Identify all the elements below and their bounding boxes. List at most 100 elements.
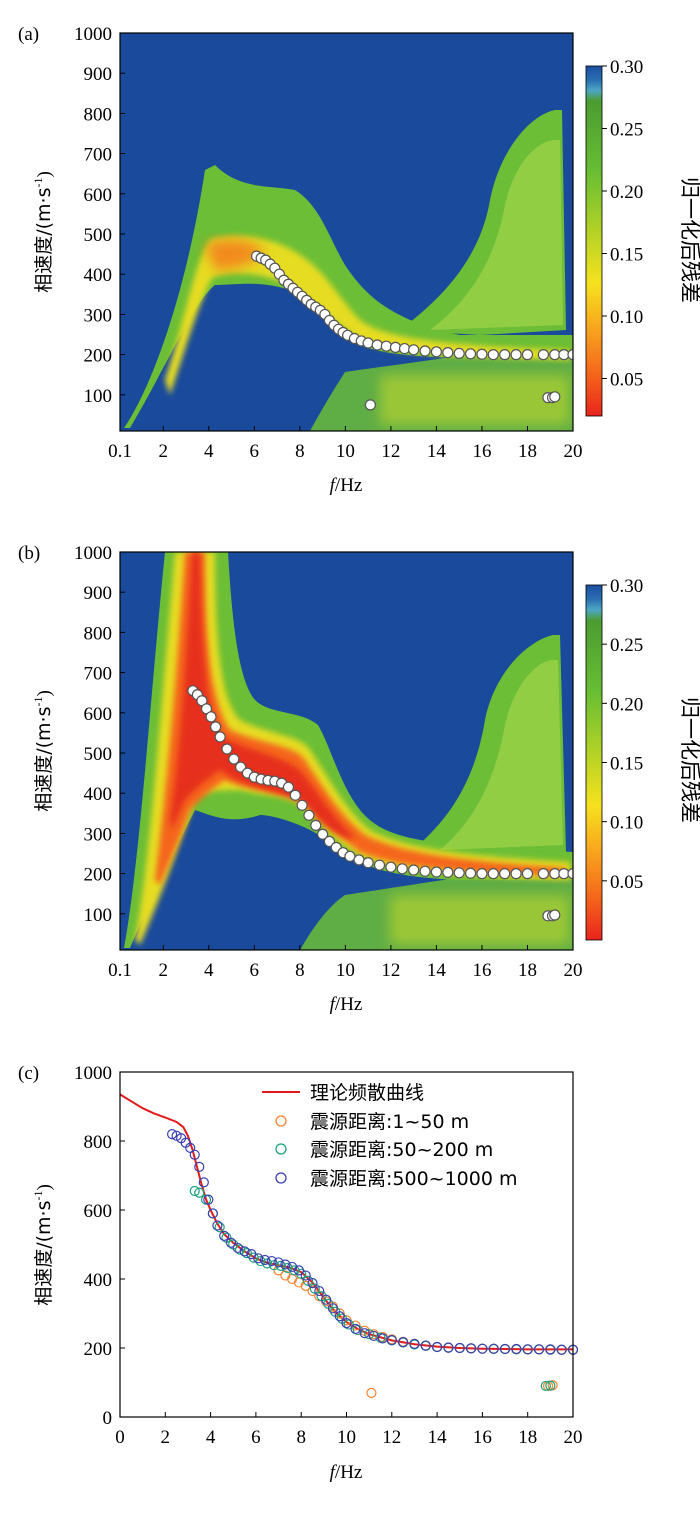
panel-a-colorbar	[585, 65, 603, 417]
data-point	[443, 1342, 454, 1353]
picked-point	[210, 721, 222, 733]
data-point	[341, 1318, 352, 1329]
panel-b-label: (b)	[18, 543, 40, 564]
y-tick-label: 300	[84, 824, 113, 845]
data-point	[432, 1341, 443, 1353]
data-point	[307, 1278, 318, 1289]
picked-point	[510, 349, 522, 361]
data-point	[300, 1270, 311, 1281]
picked-point	[289, 789, 301, 801]
panel-c-plot-background	[120, 1072, 573, 1417]
data-point	[239, 1246, 250, 1257]
picked-point	[430, 866, 443, 878]
picked-point	[521, 868, 534, 880]
picked-point	[549, 868, 561, 880]
legend-label-50-200: 震源距离:50~200 m	[310, 1139, 493, 1161]
panel-a-frame	[119, 32, 574, 432]
y-tick-label: 300	[84, 305, 113, 326]
data-point	[255, 1255, 266, 1267]
panel-a-ticks: 0.1 2 4 6 8 10 12 14 16 18 20 100 200 300 400 500 600 700…	[74, 24, 583, 462]
data-point	[321, 1294, 332, 1305]
colorbar-tick-label: 0.20	[610, 694, 643, 715]
picked-point	[398, 342, 411, 355]
data-point	[203, 1194, 214, 1205]
x-tick-label: 0.1	[108, 960, 132, 981]
panel-b-colorbar	[585, 584, 603, 941]
x-tick-label: 14	[428, 1427, 448, 1448]
outlier-point	[549, 391, 561, 403]
colorbar-tick-label: 0.30	[610, 576, 643, 597]
picked-point	[476, 868, 488, 880]
data-point	[545, 1380, 556, 1391]
picked-point	[499, 868, 511, 880]
x-tick-label: 6	[250, 960, 260, 981]
y-tick-label: 700	[84, 664, 113, 685]
picked-point	[510, 868, 522, 880]
x-tick-label: 12	[382, 1427, 401, 1448]
picked-point	[521, 349, 534, 361]
picked-point	[537, 868, 550, 880]
y-tick-label: 500	[84, 744, 113, 765]
picked-point	[205, 711, 217, 723]
picked-point	[419, 345, 431, 357]
data-point	[207, 1208, 218, 1219]
colorbar-tick-label: 0.10	[610, 307, 643, 328]
legend-label-500-1000: 震源距离:500~1000 m	[310, 1168, 518, 1190]
x-tick-label: 18	[518, 441, 537, 462]
data-point	[194, 1187, 205, 1198]
picked-point	[353, 854, 365, 866]
picked-point	[389, 341, 402, 353]
picked-point	[221, 743, 233, 755]
panel-b-upper-light-band	[440, 660, 563, 850]
picked-point	[362, 857, 374, 869]
data-point	[540, 1380, 551, 1392]
data-point	[280, 1259, 291, 1270]
data-point	[364, 1329, 375, 1340]
colorbar-tick-label: 0.15	[610, 754, 643, 775]
picked-point	[487, 349, 499, 361]
y-tick-label: 900	[84, 583, 113, 604]
panel-b-ylabel: 相速度/(m·s-1)	[31, 690, 55, 812]
picked-point	[567, 868, 573, 880]
picked-point	[464, 348, 477, 360]
picked-point	[453, 347, 465, 360]
data-point	[465, 1343, 477, 1354]
x-tick-label: 16	[472, 960, 491, 981]
x-tick-label: 20	[564, 441, 583, 462]
y-tick-label: 1000	[74, 24, 112, 45]
panel-c-legend: 理论频散曲线 震源距离:1~50 m 震源距离:50~200 m 震源距离:50…	[262, 1082, 518, 1190]
colorbar-tick-label: 0.20	[610, 182, 643, 203]
data-point	[545, 1344, 556, 1355]
data-point	[219, 1230, 230, 1241]
y-tick-label: 200	[84, 346, 113, 367]
x-tick-label: 16	[472, 441, 491, 462]
picked-point	[419, 865, 431, 877]
panel-b-colorbar-ticks: 0.30 0.25 0.20 0.15 0.10 0.05	[602, 576, 643, 893]
data-point	[214, 1222, 225, 1233]
data-point	[225, 1237, 237, 1248]
data-point	[511, 1343, 522, 1355]
panel-b-heatmap	[124, 552, 573, 950]
data-point	[359, 1328, 370, 1339]
picked-point	[464, 867, 477, 879]
picked-point	[385, 861, 397, 873]
picked-point	[371, 339, 383, 351]
x-tick-label: 12	[381, 441, 400, 462]
data-point	[477, 1343, 488, 1354]
picked-point	[558, 868, 570, 880]
picked-point	[310, 819, 322, 831]
picked-point	[442, 347, 454, 359]
data-point	[533, 1344, 545, 1355]
x-tick-label: 6	[251, 1427, 261, 1448]
data-point	[398, 1337, 409, 1348]
data-point	[420, 1340, 431, 1351]
panel-c-xlabel: f/Hz	[330, 1462, 363, 1483]
y-tick-label: 800	[84, 623, 113, 644]
colorbar-tick-label: 0.05	[610, 872, 643, 893]
panel-a-colorbar-label: 归一化后残差	[678, 177, 700, 303]
panel-a-xlabel: f/Hz	[330, 475, 363, 496]
picked-point	[499, 349, 511, 361]
y-tick-label: 100	[84, 386, 113, 407]
x-tick-label: 14	[427, 960, 447, 981]
